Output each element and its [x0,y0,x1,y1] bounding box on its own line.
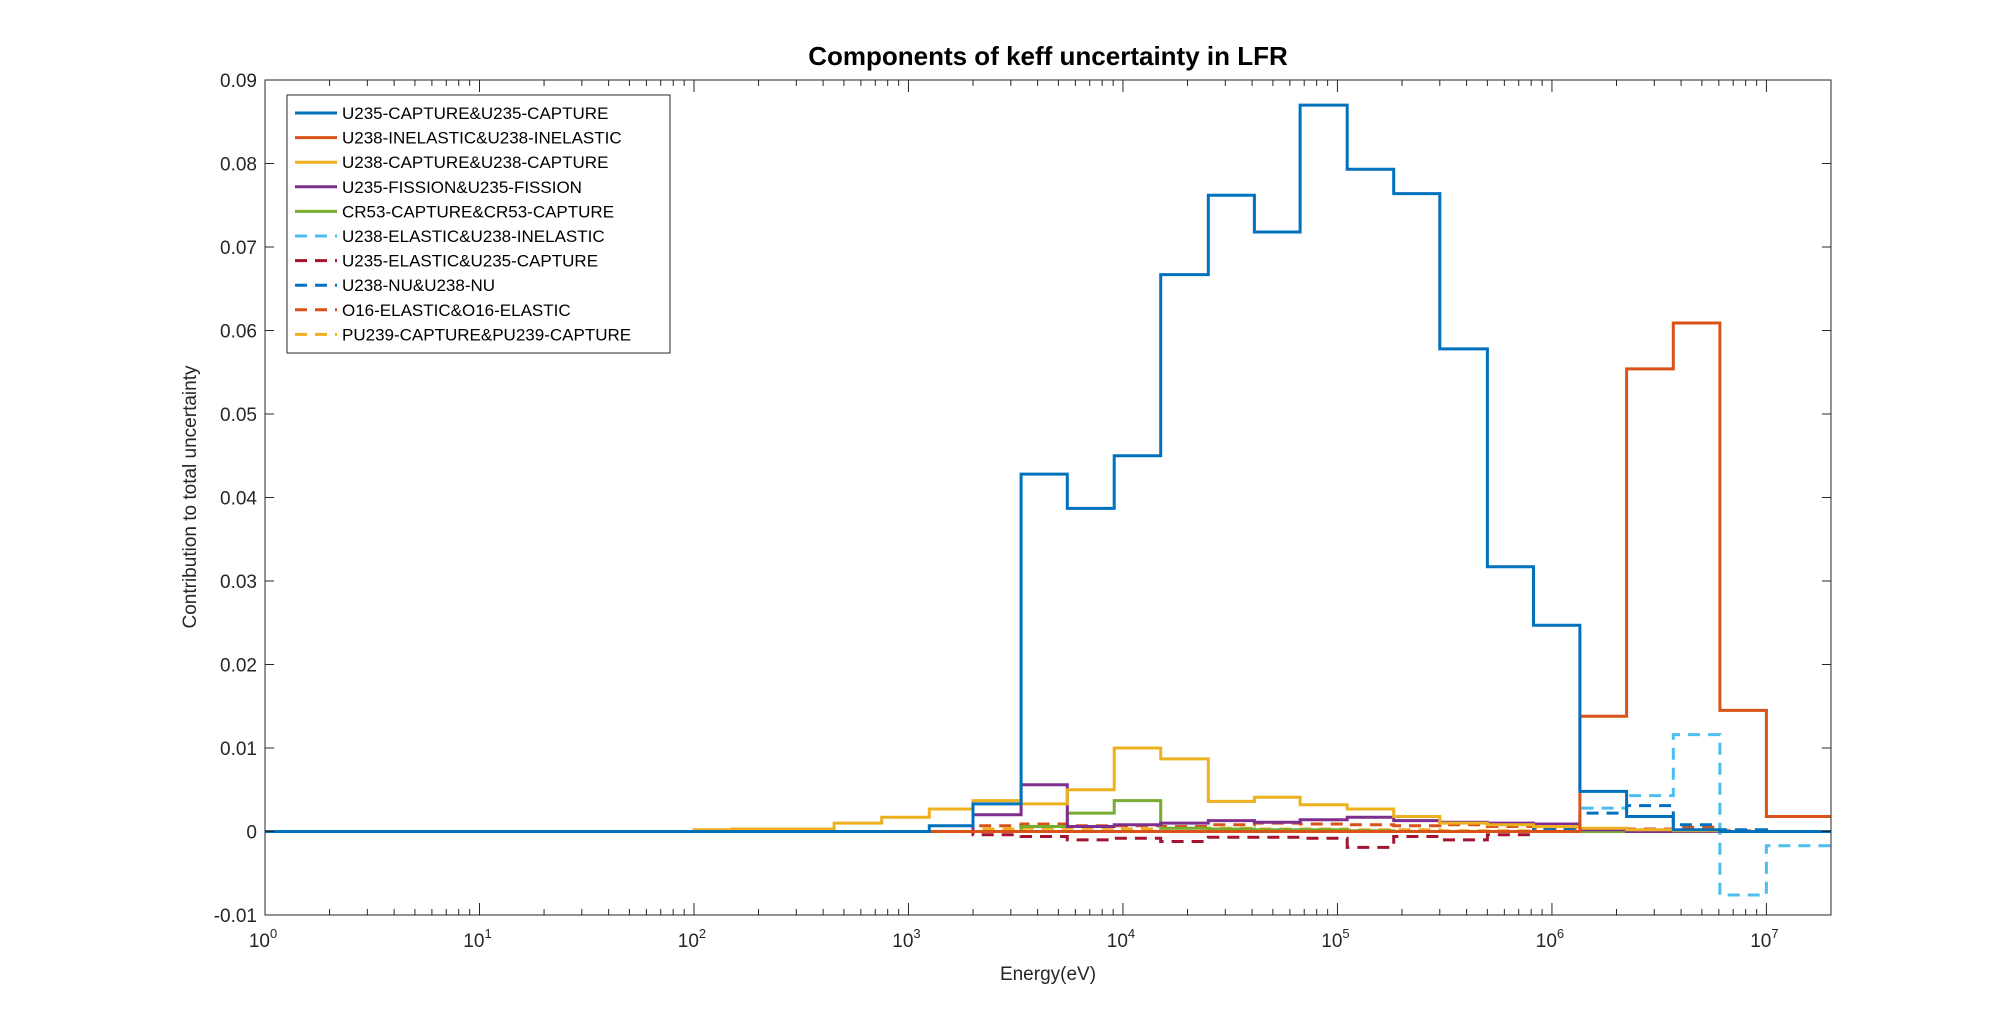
series-line-3 [265,746,1831,833]
legend-box [286,94,671,354]
plot-box [264,79,1832,916]
legend-label: U238-ELASTIC&U238-INELASTIC [342,227,605,246]
y-tick-label: 0.01 [220,739,257,760]
x-tick-label: 106 [1536,926,1564,952]
legend-label: U238-NU&U238-NU [342,276,495,295]
legend-label: PU239-CAPTURE&PU239-CAPTURE [342,325,631,344]
series-layer [265,103,1831,897]
y-tick-label: 0.06 [220,322,257,343]
y-tick-label: -0.01 [214,906,257,927]
x-tick-exponent: 4 [1128,926,1135,941]
y-tick-label: 0.04 [220,489,257,510]
x-tick-label: 101 [463,926,491,952]
legend-label: O16-ELASTIC&O16-ELASTIC [342,301,571,320]
y-tick-label: 0.03 [220,572,257,593]
x-tick-base: 10 [678,931,699,952]
x-axis-label: Energy(eV) [1000,964,1096,985]
chart-title: Components of keff uncertainty in LFR [808,41,1288,71]
series-line-1 [265,103,1831,833]
y-tick-label: 0.09 [220,71,257,92]
legend-label: U235-FISSION&U235-FISSION [342,178,582,197]
x-tick-exponent: 2 [699,926,706,941]
legend-label: CR53-CAPTURE&CR53-CAPTURE [342,202,614,221]
x-tick-base: 10 [249,931,270,952]
y-tick-label: 0.07 [220,238,257,259]
x-tick-base: 10 [1107,931,1128,952]
legend-label: U235-CAPTURE&U235-CAPTURE [342,104,608,123]
x-tick-label: 100 [249,926,277,952]
x-tick-base: 10 [892,931,913,952]
x-tick-label: 102 [678,926,706,952]
y-tick-label: 0.08 [220,155,257,176]
y-tick-label: 0.02 [220,656,257,677]
legend: U235-CAPTURE&U235-CAPTURE U238-INELASTIC&… [286,94,671,354]
x-tick-exponent: 5 [1342,926,1349,941]
x-tick-exponent: 3 [913,926,920,941]
legend-label: U235-ELASTIC&U235-CAPTURE [342,252,598,271]
x-tick-exponent: 7 [1771,926,1778,941]
x-tick-base: 10 [1321,931,1342,952]
x-tick-base: 10 [463,931,484,952]
y-tick-label: 0.05 [220,405,257,426]
legend-label: U238-INELASTIC&U238-INELASTIC [342,129,622,148]
ticks-layer: -0.01 0 0.01 0.02 0.03 0.04 0.05 0.06 0.07 0.08 0.… [214,71,1832,952]
x-tick-base: 10 [1536,931,1557,952]
x-tick-label: 105 [1321,926,1349,952]
x-tick-exponent: 6 [1557,926,1564,941]
x-tick-base: 10 [1750,931,1771,952]
x-tick-label: 104 [1107,926,1135,952]
x-tick-label: 107 [1750,926,1778,952]
y-axis-label: Contribution to total uncertainty [180,365,201,628]
y-tick-label: 0 [246,823,257,844]
x-tick-label: 103 [892,926,920,952]
x-tick-exponent: 1 [484,926,491,941]
legend-label: U238-CAPTURE&U238-CAPTURE [342,153,608,172]
x-tick-exponent: 0 [270,926,277,941]
